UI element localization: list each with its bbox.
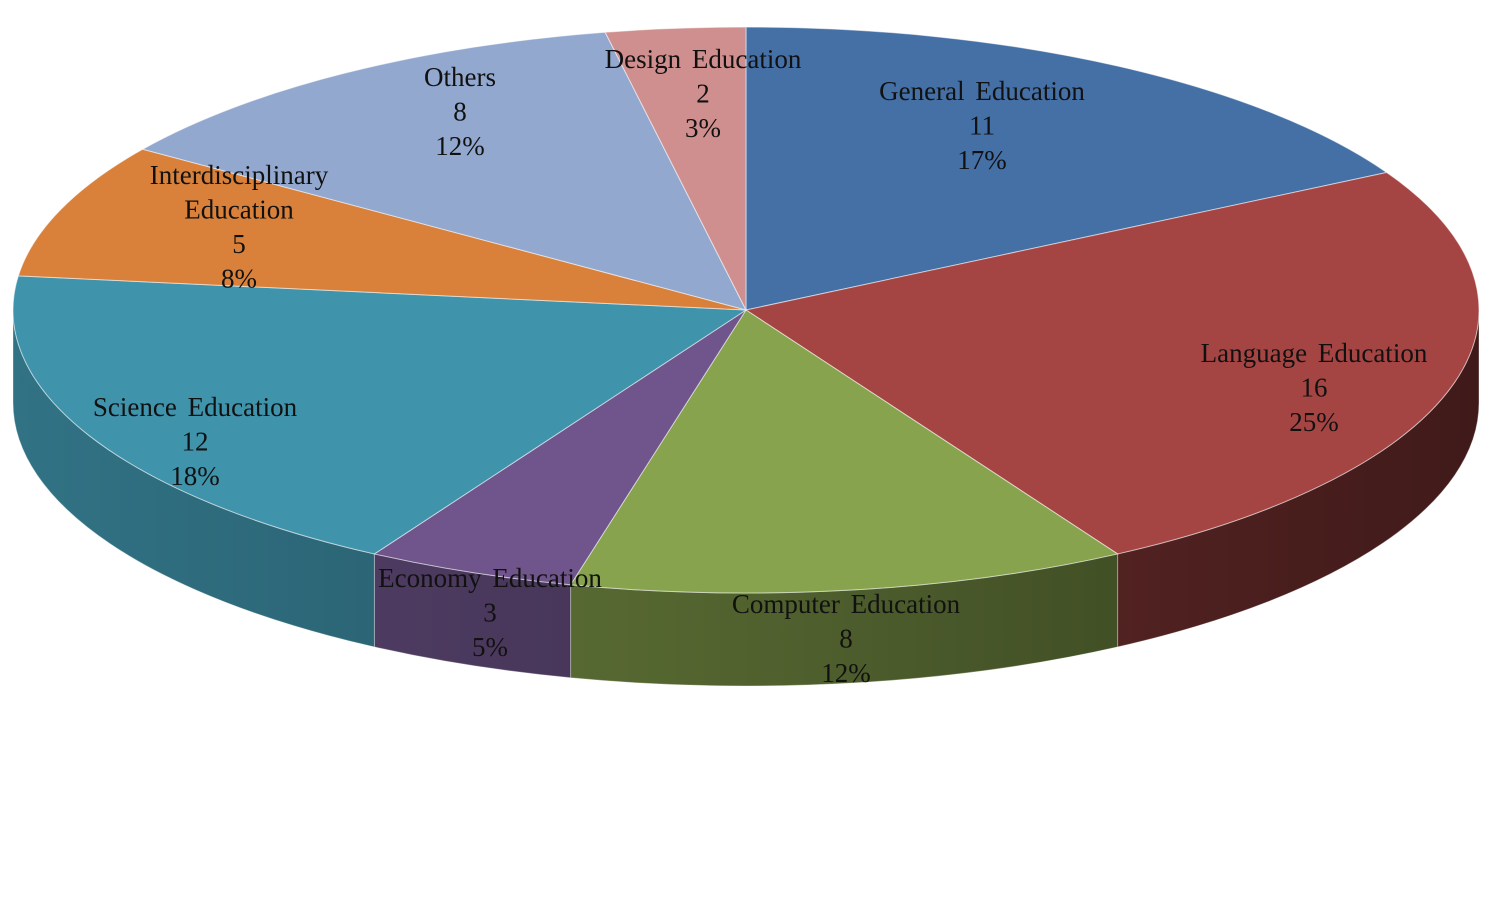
pie-slice-economy-education [373, 309, 747, 586]
pie-slice-science-education [12, 275, 748, 555]
data-label-others: Others 8 12% [424, 62, 496, 161]
pie-slice-language-education [744, 171, 1480, 555]
data-label-language-education: Language Education 16 25% [1201, 338, 1428, 437]
data-label-science-education: Science Education 12 18% [93, 392, 298, 491]
data-label-design-education: Design Education 2 3% [605, 44, 802, 143]
data-label-computer-education: Computer Education 8 12% [732, 589, 961, 688]
pie-labels: General Education 11 17% Language Education… [93, 44, 1428, 688]
pie-slice-computer-education [569, 309, 1119, 594]
pie-slice-interdisciplinary-education [17, 148, 747, 311]
pie-slice-general-education [745, 26, 1388, 311]
data-label-interdisciplinary-education: Interdisciplinary Education 5 8% [150, 160, 329, 294]
data-label-economy-education: Economy Education 3 5% [378, 563, 602, 662]
pie-slice-design-education [604, 26, 747, 311]
data-label-general-education: General Education 11 17% [879, 76, 1085, 175]
pie-slices [12, 26, 1480, 594]
pie-sides [12, 309, 1480, 687]
pie-slice-others [141, 31, 747, 311]
